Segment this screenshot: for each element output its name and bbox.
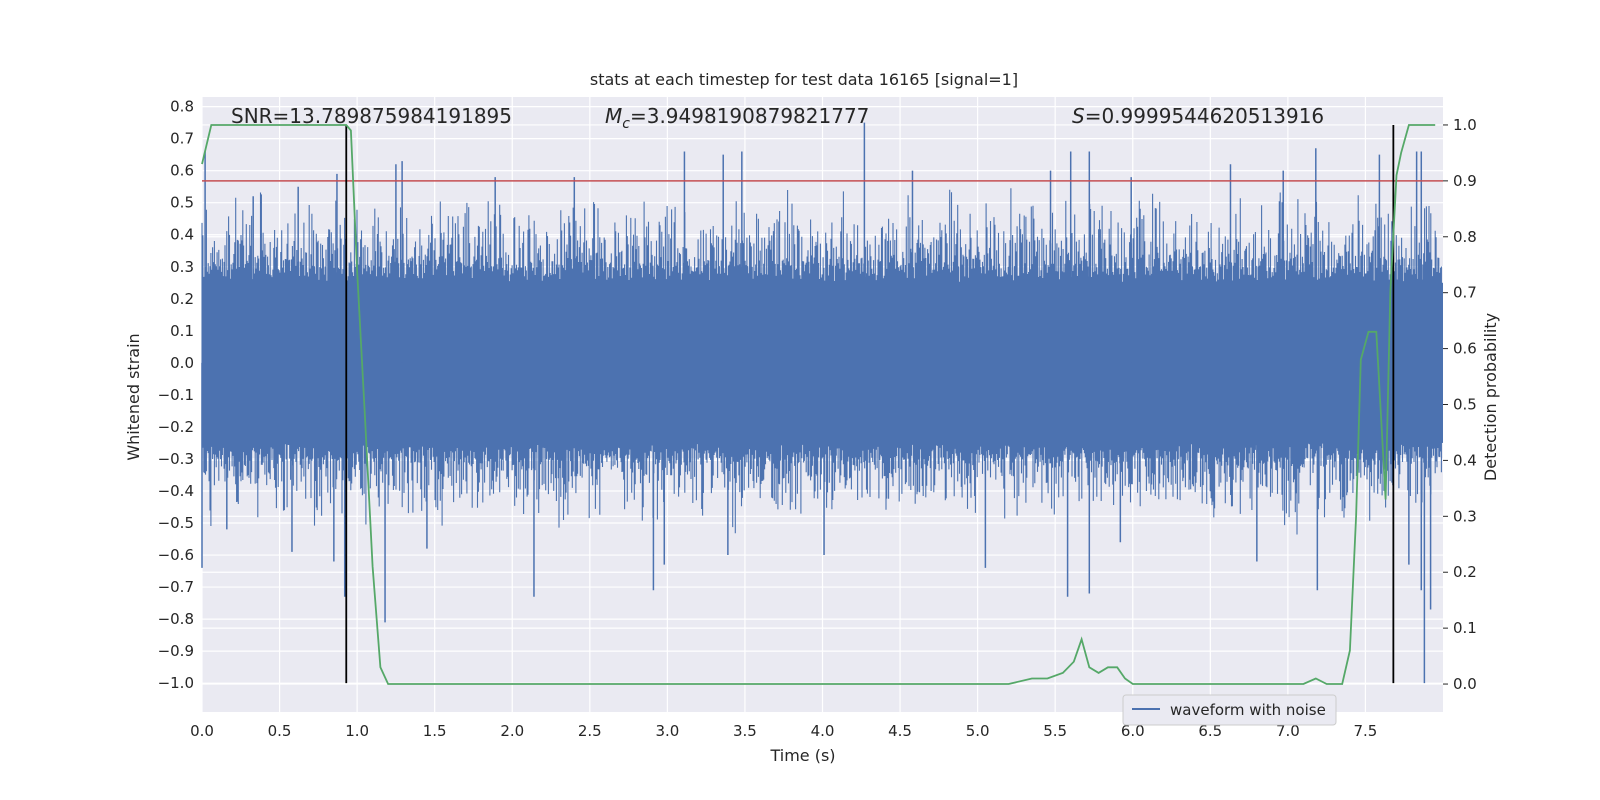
legend: waveform with noise [1122, 694, 1337, 726]
snr-annotation: SNR=13.789875984191895 [231, 104, 512, 128]
x-tick-label: 0.5 [268, 722, 292, 740]
y-tick-label: −0.8 [158, 610, 194, 628]
x-tick-label: 5.0 [966, 722, 990, 740]
x-tick-label: 5.5 [1043, 722, 1067, 740]
y2-tick-label: 1.0 [1453, 116, 1477, 134]
chirp-mass-value: =3.9498190879821777 [630, 104, 869, 128]
x-tick-label: 0.0 [190, 722, 214, 740]
y-tick-label: 0.8 [170, 98, 194, 116]
y2-tick-label: 0.5 [1453, 396, 1477, 414]
y2-tick-label: 0.1 [1453, 619, 1477, 637]
y2-tick-label: 0.4 [1453, 451, 1477, 469]
x-tick-label: 6.5 [1198, 722, 1222, 740]
y-tick-label: −0.7 [158, 578, 194, 596]
legend-label: waveform with noise [1170, 701, 1326, 719]
chirp-mass-subscript: c [622, 116, 630, 132]
overlay-lines [201, 124, 1443, 685]
x-tick-label: 2.0 [500, 722, 524, 740]
y2-tick-label: 0.2 [1453, 563, 1477, 581]
x-tick-label: 4.0 [811, 722, 835, 740]
chirp-mass-annotation: Mc=3.9498190879821777 [605, 104, 869, 132]
y-tick-label: −0.3 [158, 450, 194, 468]
waveform-series [201, 122, 1443, 684]
x-tick-label: 1.0 [345, 722, 369, 740]
y2-tick-label: 0.7 [1453, 284, 1477, 302]
y-tick-label: 0.5 [170, 194, 194, 212]
score-symbol: S [1072, 104, 1085, 128]
y-axis-label: Whitened strain [124, 333, 143, 460]
y2-tick-label: 0.9 [1453, 172, 1477, 190]
y-tick-label: 0.2 [170, 290, 194, 308]
x-tick-label: 7.5 [1354, 722, 1378, 740]
y-tick-label: −0.2 [158, 418, 194, 436]
y2-tick-label: 0.6 [1453, 340, 1477, 358]
y-tick-label: 0.4 [170, 226, 194, 244]
y-tick-label: 0.3 [170, 258, 194, 276]
x-tick-label: 2.5 [578, 722, 602, 740]
y-tick-label: −0.6 [158, 546, 194, 564]
y2-tick-label: 0.8 [1453, 228, 1477, 246]
x-tick-label: 6.0 [1121, 722, 1145, 740]
y-tick-label: −1.0 [158, 674, 194, 692]
y-tick-label: 0.7 [170, 130, 194, 148]
score-value: =0.9999544620513916 [1085, 104, 1324, 128]
detection-probability-line [201, 124, 1436, 685]
x-tick-label: 4.5 [888, 722, 912, 740]
x-tick-label: 7.0 [1276, 722, 1300, 740]
y-tick-label: −0.1 [158, 386, 194, 404]
legend-box [1122, 694, 1337, 726]
score-annotation: S=0.9999544620513916 [1072, 104, 1324, 128]
x-axis-label: Time (s) [769, 746, 835, 765]
x-tick-label: 3.5 [733, 722, 757, 740]
y-tick-label: 0.6 [170, 162, 194, 180]
y2-tick-label: 0.0 [1453, 675, 1477, 693]
axis-ticks: 0.0 0.5 1.0 1.5 2.0 2.5 3.0 3.5 4.0 4.5 5.0 5.5 6.0 6… [158, 98, 1477, 740]
y2-tick-label: 0.3 [1453, 507, 1477, 525]
y-tick-label: 0.0 [170, 354, 194, 372]
x-tick-label: 1.5 [423, 722, 447, 740]
y-tick-label: −0.9 [158, 642, 194, 660]
waveform-noise [201, 188, 1442, 535]
y-tick-label: −0.5 [158, 514, 194, 532]
y2-axis-label: Detection probability [1481, 313, 1500, 481]
x-tick-label: 3.0 [655, 722, 679, 740]
y-tick-label: −0.4 [158, 482, 194, 500]
y-tick-label: 0.1 [170, 322, 194, 340]
chirp-mass-symbol: M [605, 104, 622, 128]
chart-title: stats at each timestep for test data 161… [590, 70, 1018, 89]
